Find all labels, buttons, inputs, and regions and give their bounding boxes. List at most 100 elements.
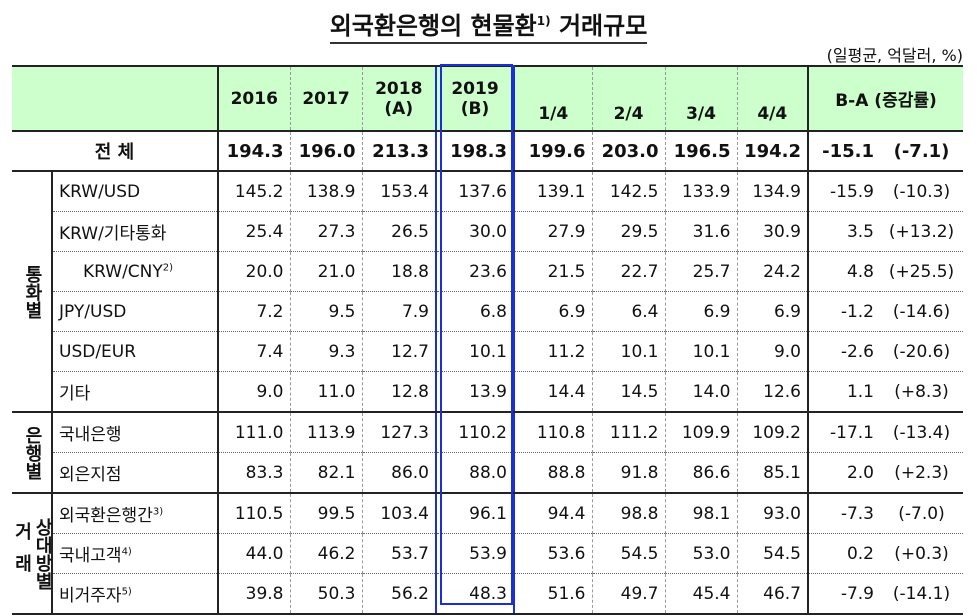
pct-cell: (+0.3) [880,533,963,574]
value-cell: 194.3 [218,131,291,172]
value-cell: 142.5 [592,171,666,212]
group-label: 은행별 [12,412,53,494]
value-cell: 6.9 [737,291,809,332]
total-row: 전 체 194.3 196.0 213.3 198.3 199.6 203.0 196.5 19… [12,131,963,172]
value-cell: -15.9 [807,171,880,212]
col-2017: 2017 [290,65,363,132]
value-cell: 194.2 [737,131,809,172]
value-cell: 10.1 [592,331,666,372]
value-cell: 109.9 [665,412,738,453]
value-cell: 11.2 [514,331,593,372]
value-cell: 109.2 [737,412,809,453]
pct-cell: (-14.1) [880,573,963,615]
value-cell: 196.0 [290,131,363,172]
value-cell: 138.9 [290,171,363,212]
value-cell: 4.8 [807,251,880,292]
value-cell: 111.2 [592,412,666,453]
value-cell: 85.1 [737,452,809,494]
value-cell: 82.1 [290,452,363,494]
value-cell: 30.0 [435,211,515,252]
value-cell: 53.7 [362,533,437,574]
value-cell: 110.5 [218,493,291,534]
value-cell: 83.3 [218,452,291,494]
value-cell: 44.0 [218,533,291,574]
row-label: 국내은행 [52,412,219,453]
pct-cell: (-14.6) [880,291,963,332]
col-q4: 4/4 [737,65,809,132]
col-q1: 1/4 [514,65,593,132]
value-cell: 12.7 [362,331,437,372]
value-cell: 1.1 [807,371,880,413]
value-cell: 22.7 [592,251,666,292]
value-cell: 111.0 [218,412,291,453]
pct-cell: (-20.6) [880,331,963,372]
value-cell: 53.9 [435,533,515,574]
value-cell: 145.2 [218,171,291,212]
value-cell: 113.9 [290,412,363,453]
value-cell: 23.6 [435,251,515,292]
col-q2: 2/4 [592,65,666,132]
value-cell: 14.5 [592,371,666,413]
value-cell: 30.9 [737,211,809,252]
value-cell: 26.5 [362,211,437,252]
value-cell: 53.0 [665,533,738,574]
value-cell: 196.5 [665,131,738,172]
value-cell: 56.2 [362,573,437,615]
value-cell: 21.0 [290,251,363,292]
value-cell: 12.8 [362,371,437,413]
header-row: 2016 2017 2018 (A) 2019 (B) 1/4 2/4 3/4 4/… [12,65,963,132]
value-cell: 51.6 [514,573,593,615]
table-row: KRW/기타통화 25.4 27.3 26.5 30.0 27.9 29.5 31.6 30.9… [12,211,963,252]
value-cell: 98.1 [665,493,738,534]
value-cell: 2.0 [807,452,880,494]
table-row: 국내고객4) 44.0 46.2 53.7 53.9 53.6 54.5 53.0 54.5 0.… [12,533,963,574]
value-cell: 133.9 [665,171,738,212]
value-cell: 11.0 [290,371,363,413]
table-row: 비거주자5) 39.8 50.3 56.2 48.3 51.6 49.7 45.4 46.7 -7… [12,573,963,615]
value-cell: 137.6 [435,171,515,212]
value-cell: -2.6 [807,331,880,372]
fx-spot-table: 2016 2017 2018 (A) 2019 (B) 1/4 2/4 3/4 4/… [12,65,963,615]
value-cell: -15.1 [807,131,880,172]
pct-cell: (+2.3) [880,452,963,494]
row-label: KRW/기타통화 [52,211,219,252]
pct-cell: (-7.1) [880,131,963,172]
value-cell: 7.9 [362,291,437,332]
value-cell: 9.3 [290,331,363,372]
group-label: 거래 상대방별 [12,493,53,615]
value-cell: 6.9 [665,291,738,332]
unit-note: (일평균, 억달러, %) [826,46,963,65]
value-cell: 6.9 [514,291,593,332]
value-cell: 39.8 [218,573,291,615]
value-cell: 10.1 [435,331,515,372]
title-text: 외국환은행의 현물환 [329,12,537,40]
value-cell: 27.3 [290,211,363,252]
value-cell: 25.7 [665,251,738,292]
value-cell: 110.2 [435,412,515,453]
table-row: 통화별 KRW/USD 145.2 138.9 153.4 137.6 139.1 142.5… [12,171,963,413]
row-label: KRW/USD [52,171,219,212]
value-cell: 6.4 [592,291,666,332]
value-cell: 46.2 [290,533,363,574]
value-cell: 31.6 [665,211,738,252]
pct-cell: (+8.3) [880,371,963,413]
value-cell: 213.3 [362,131,437,172]
pct-cell: (-13.4) [880,412,963,453]
value-cell: 96.1 [435,493,515,534]
value-cell: 98.8 [592,493,666,534]
value-cell: 91.8 [592,452,666,494]
title-tail: 거래규모 [558,12,648,40]
group-label: 통화별 [12,171,53,413]
footnote-mark: 1) [536,14,551,28]
value-cell: 86.0 [362,452,437,494]
pct-cell: (+13.2) [880,211,963,252]
col-2019: 2019 (B) [435,65,515,132]
value-cell: 3.5 [807,211,880,252]
col-q3: 3/4 [665,65,738,132]
value-cell: 46.7 [737,573,809,615]
pct-cell: (-10.3) [880,171,963,212]
value-cell: -7.3 [807,493,880,534]
col-diff: B-A (증감률) [807,65,963,132]
value-cell: 29.5 [592,211,666,252]
value-cell: 13.9 [435,371,515,413]
